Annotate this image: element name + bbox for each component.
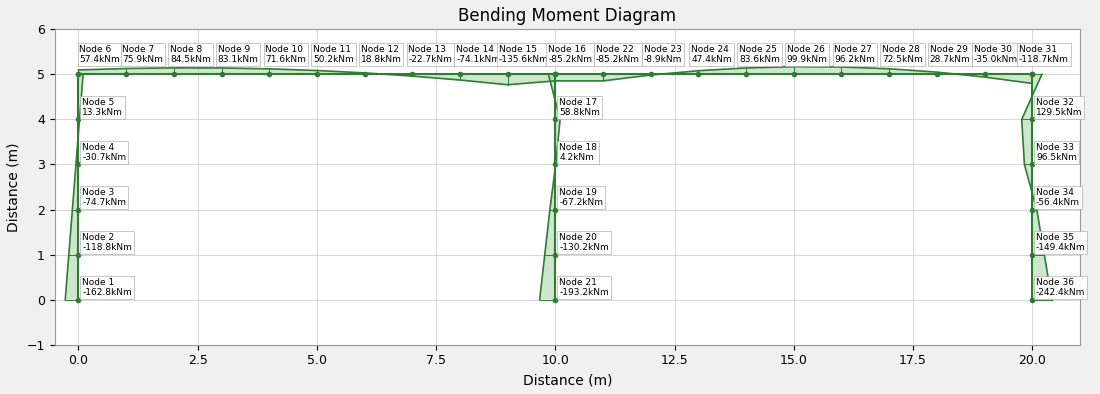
Text: Node 16
-85.2kNm: Node 16 -85.2kNm [548, 45, 592, 65]
Text: Node 3
-74.7kNm: Node 3 -74.7kNm [82, 188, 126, 207]
Text: Node 8
84.5kNm: Node 8 84.5kNm [170, 45, 211, 65]
Text: Node 25
83.6kNm: Node 25 83.6kNm [739, 45, 780, 65]
Polygon shape [65, 74, 84, 300]
Text: Node 35
-149.4kNm: Node 35 -149.4kNm [1036, 233, 1086, 253]
Text: Node 4
-30.7kNm: Node 4 -30.7kNm [82, 143, 126, 162]
Text: Node 34
-56.4kNm: Node 34 -56.4kNm [1036, 188, 1080, 207]
Text: Node 19
-67.2kNm: Node 19 -67.2kNm [559, 188, 603, 207]
Text: Node 23
-8.9kNm: Node 23 -8.9kNm [644, 45, 682, 65]
Text: Node 1
-162.8kNm: Node 1 -162.8kNm [82, 278, 132, 297]
Text: Node 29
28.7kNm: Node 29 28.7kNm [930, 45, 970, 65]
Y-axis label: Distance (m): Distance (m) [7, 142, 21, 232]
Text: Node 31
-118.7kNm: Node 31 -118.7kNm [1019, 45, 1069, 65]
Text: Node 21
-193.2kNm: Node 21 -193.2kNm [559, 278, 609, 297]
Text: Node 13
-22.7kNm: Node 13 -22.7kNm [408, 45, 452, 65]
Text: Node 18
4.2kNm: Node 18 4.2kNm [559, 143, 597, 162]
Text: Node 22
-85.2kNm: Node 22 -85.2kNm [596, 45, 640, 65]
Text: Node 10
71.6kNm: Node 10 71.6kNm [265, 45, 306, 65]
Text: Node 5
13.3kNm: Node 5 13.3kNm [82, 98, 123, 117]
Text: Node 28
72.5kNm: Node 28 72.5kNm [882, 45, 923, 65]
Text: Node 6
57.4kNm: Node 6 57.4kNm [79, 45, 120, 65]
Text: Node 20
-130.2kNm: Node 20 -130.2kNm [559, 233, 609, 253]
Text: Node 17
58.8kNm: Node 17 58.8kNm [559, 98, 600, 117]
Text: Node 15
-135.6kNm: Node 15 -135.6kNm [499, 45, 549, 65]
Polygon shape [78, 68, 556, 85]
Text: Node 12
18.8kNm: Node 12 18.8kNm [361, 45, 402, 65]
Text: Node 7
75.9kNm: Node 7 75.9kNm [122, 45, 163, 65]
Text: Node 30
-35.0kNm: Node 30 -35.0kNm [974, 45, 1019, 65]
Text: Node 14
-74.1kNm: Node 14 -74.1kNm [456, 45, 501, 65]
Polygon shape [540, 74, 560, 300]
Text: Node 9
83.1kNm: Node 9 83.1kNm [218, 45, 258, 65]
Title: Bending Moment Diagram: Bending Moment Diagram [459, 7, 676, 25]
Text: Node 33
96.5kNm: Node 33 96.5kNm [1036, 143, 1077, 162]
Text: Node 36
-242.4kNm: Node 36 -242.4kNm [1036, 278, 1086, 297]
Text: Node 24
47.4kNm: Node 24 47.4kNm [691, 45, 732, 65]
Text: Node 11
50.2kNm: Node 11 50.2kNm [314, 45, 354, 65]
Polygon shape [1022, 74, 1052, 300]
X-axis label: Distance (m): Distance (m) [522, 373, 612, 387]
Text: Node 27
96.2kNm: Node 27 96.2kNm [834, 45, 876, 65]
Text: Node 26
99.9kNm: Node 26 99.9kNm [786, 45, 827, 65]
Text: Node 32
129.5kNm: Node 32 129.5kNm [1036, 98, 1082, 117]
Text: Node 2
-118.8kNm: Node 2 -118.8kNm [82, 233, 132, 253]
Polygon shape [556, 67, 1032, 84]
